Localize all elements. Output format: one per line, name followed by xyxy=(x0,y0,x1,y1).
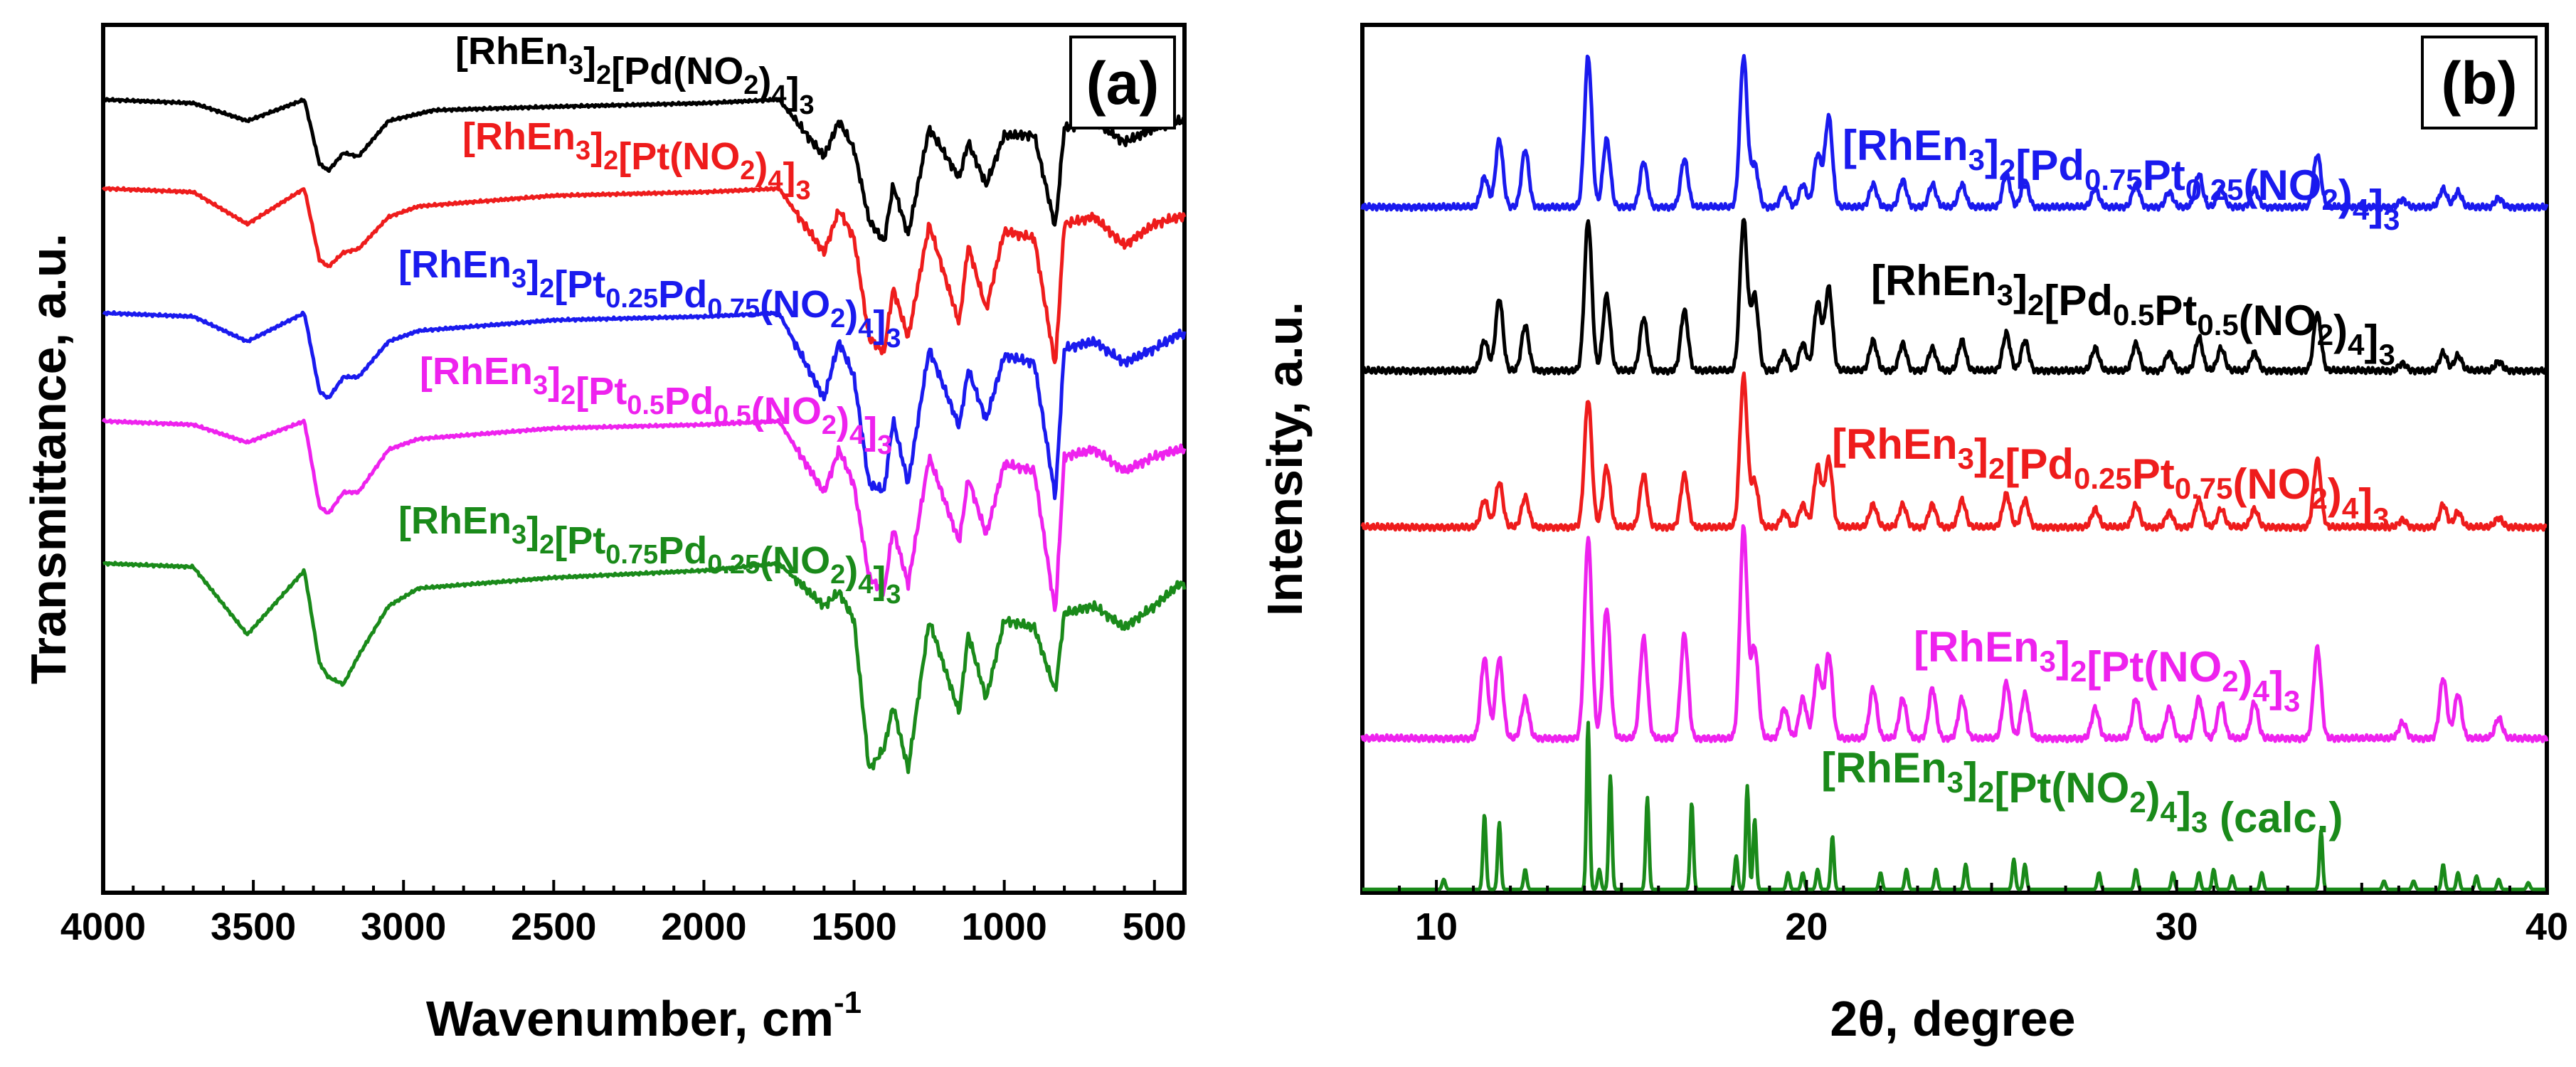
panel-b-label-box xyxy=(2421,36,2538,129)
x-tick-label: 2000 xyxy=(661,906,746,948)
legend-label-a-3: [RhEn3]2[Pt0.25Pd0.75(NO2)4]3 xyxy=(398,243,901,354)
x-tick-label: 30 xyxy=(2156,906,2198,948)
legend-label-b-3: [RhEn3]2[Pd0.25Pt0.75(NO2)4]3 xyxy=(1832,420,2390,535)
panel-b-label: (b) xyxy=(2441,50,2517,117)
xrd-trace-2 xyxy=(1361,218,2549,376)
x-tick-label: 1500 xyxy=(811,906,896,948)
panel-a-legend: [RhEn3]2[Pd(NO2)4]3[RhEn3]2[Pt(NO2)4]3 [R… xyxy=(398,30,901,610)
legend-label-a-4: [RhEn3]2[Pt0.5Pd0.5(NO2)4]3 xyxy=(420,350,892,460)
legend-label-a-1: [RhEn3]2[Pd(NO2)4]3 xyxy=(455,30,815,120)
legend-label-b-4: [RhEn3]2[Pt(NO2)4]3 xyxy=(1914,623,2300,718)
panel-a-traces xyxy=(101,97,1187,775)
x-tick-label: 3500 xyxy=(211,906,296,948)
xrd-trace-4 xyxy=(1360,524,2549,744)
panel-b: 10 20 30 40 2θ, degree Intensity, a.u. (b) … xyxy=(1257,23,2568,1046)
x-tick-label: 4000 xyxy=(60,906,146,948)
xrd-trace-3 xyxy=(1360,371,2548,533)
x-tick-label: 10 xyxy=(1415,906,1458,948)
panel-a-x-ticks: 4000 3500 3000 2500 2000 1500 1000 500 xyxy=(60,880,1187,948)
panel-b-x-axis-label: 2θ, degree xyxy=(1830,991,2075,1046)
panel-a-label: (a) xyxy=(1086,50,1160,117)
panel-b-y-axis-label: Intensity, a.u. xyxy=(1257,302,1313,616)
x-tick-label: 2500 xyxy=(511,906,596,948)
x-tick-label: 20 xyxy=(1785,906,1828,948)
legend-label-a-5: [RhEn3]2[Pt0.75Pd0.25(NO2)4]3 xyxy=(398,499,901,610)
xrd-trace-5 xyxy=(1361,721,2548,891)
legend-label-b-1: [RhEn3]2[Pd0.75Pt0.25(NO2)4]3 xyxy=(1843,122,2400,236)
x-tick-label: 500 xyxy=(1123,906,1187,948)
panel-b-legend: [RhEn3]2[Pd0.75Pt0.25(NO2)4]3 [RhEn3]2[Pd… xyxy=(1821,122,2400,842)
panel-a-y-axis-label: Transmittance, a.u. xyxy=(21,233,76,684)
legend-label-a-2: [RhEn3]2[Pt(NO2)4]3 xyxy=(462,115,811,206)
ftir-trace-2 xyxy=(101,186,1187,364)
x-tick-label: 40 xyxy=(2525,906,2568,948)
ftir-trace-4 xyxy=(101,418,1187,612)
panel-a: 4000 3500 3000 2500 2000 1500 1000 500 Wavenumb… xyxy=(21,23,1187,1046)
panel-a-x-axis-label: Wavenumber, cm-1 xyxy=(426,985,862,1046)
x-tick-label: 1000 xyxy=(962,906,1047,948)
ftir-trace-5 xyxy=(102,561,1187,775)
legend-label-b-5: [RhEn3]2[Pt(NO2)4]3 (calc.) xyxy=(1821,744,2343,842)
ftir-trace-1 xyxy=(102,97,1186,243)
ftir-trace-3 xyxy=(102,310,1187,501)
x-tick-label: 3000 xyxy=(361,906,446,948)
panel-b-x-ticks: 10 20 30 40 xyxy=(1398,880,2568,948)
panel-a-label-box xyxy=(1069,36,1176,129)
xrd-trace-1 xyxy=(1360,53,2549,213)
legend-label-b-2: [RhEn3]2[Pd0.5Pt0.5(NO2)4]3 xyxy=(1871,257,2395,371)
